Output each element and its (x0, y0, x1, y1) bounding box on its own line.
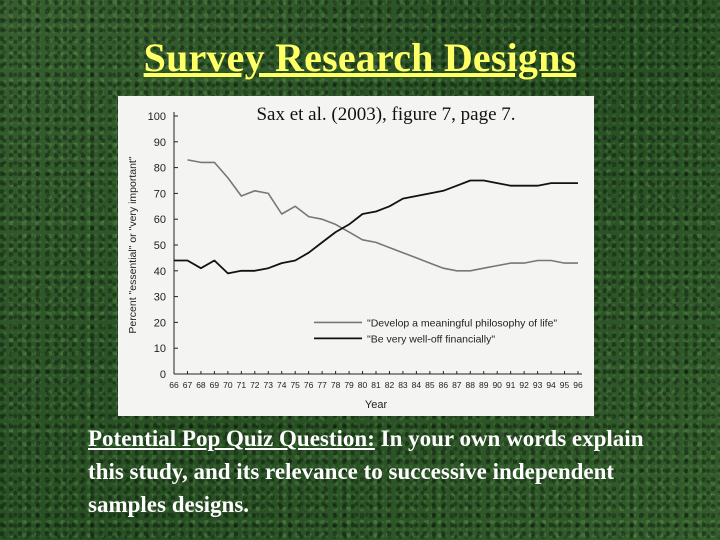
figure-caption: Sax et al. (2003), figure 7, page 7. (256, 104, 516, 125)
x-tick-label: 92 (519, 380, 529, 390)
y-tick-label: 30 (154, 292, 166, 304)
x-tick-label: 73 (264, 380, 274, 390)
slide-title: Survey Research Designs (143, 35, 577, 80)
x-tick-label: 74 (277, 380, 287, 390)
x-tick-label: 75 (290, 380, 300, 390)
x-tick-label: 83 (398, 380, 408, 390)
y-tick-label: 100 (148, 111, 166, 123)
quiz-lead: Potential Pop Quiz Question: (88, 426, 375, 451)
x-tick-label: 89 (479, 380, 489, 390)
figure-panel: 0 10 20 30 40 50 60 70 80 90 100 66 67 68 69 70 71 72 73 74… (118, 96, 594, 416)
y-axis-label: Percent "essential" or "very important" (127, 156, 139, 333)
x-tick-label: 93 (533, 380, 543, 390)
quiz-text: In your own words explain this study, an… (88, 426, 644, 517)
x-tick-label: 88 (466, 380, 476, 390)
y-tick-label: 60 (154, 214, 166, 226)
y-tick-label: 10 (154, 343, 166, 355)
x-tick-label: 80 (358, 380, 368, 390)
x-tick-label: 85 (425, 380, 435, 390)
x-tick-label: 67 (183, 380, 193, 390)
legend-label-2: "Be very well-off financially" (367, 333, 495, 345)
quiz-question: Potential Pop Quiz Question: In your own… (88, 422, 648, 521)
x-tick-label: 94 (546, 380, 556, 390)
x-tick-label: 95 (560, 380, 570, 390)
x-tick-label: 76 (304, 380, 314, 390)
y-tick-label: 90 (154, 137, 166, 149)
x-tick-label: 84 (412, 380, 422, 390)
x-tick-label: 91 (506, 380, 516, 390)
x-tick-label: 81 (371, 380, 381, 390)
x-axis-label: Year (365, 399, 388, 411)
x-tick-label: 96 (573, 380, 583, 390)
x-tick-label: 69 (210, 380, 220, 390)
y-tick-label: 40 (154, 266, 166, 278)
y-tick-label: 50 (154, 240, 166, 252)
x-tick-label: 71 (237, 380, 247, 390)
x-tick-label: 72 (250, 380, 260, 390)
x-tick-label: 78 (331, 380, 341, 390)
x-tick-label: 90 (492, 380, 502, 390)
y-tick-label: 20 (154, 317, 166, 329)
x-tick-label: 86 (439, 380, 449, 390)
series-line-2 (174, 179, 578, 275)
legend-label-1: "Develop a meaningful philosophy of life… (367, 317, 557, 329)
x-tick-label: 79 (344, 380, 354, 390)
y-tick-label: 70 (154, 188, 166, 200)
y-tick-label: 0 (160, 369, 166, 381)
x-tick-label: 66 (169, 380, 179, 390)
series-line-1 (187, 159, 578, 272)
x-tick-label: 82 (385, 380, 395, 390)
y-tick-label: 80 (154, 163, 166, 175)
x-tick-label: 68 (196, 380, 206, 390)
x-tick-label: 87 (452, 380, 462, 390)
x-tick-label: 77 (317, 380, 327, 390)
x-tick-label: 70 (223, 380, 233, 390)
